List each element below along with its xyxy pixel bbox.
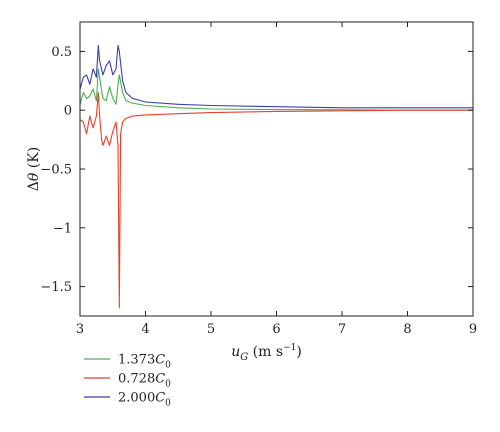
x-tick-label: 8 xyxy=(403,322,411,337)
x-tick-label: 3 xyxy=(76,322,84,337)
series-layer xyxy=(80,44,473,309)
y-tick-label: −1.5 xyxy=(40,280,72,295)
x-tick-label: 7 xyxy=(338,322,346,337)
legend-label: 2.000C0 xyxy=(118,391,171,409)
x-tick-label: 4 xyxy=(141,322,149,337)
legend-label: 1.373C0 xyxy=(118,353,171,371)
y-axis-label: Δθ (K) xyxy=(26,147,42,191)
series-line-2 xyxy=(80,92,473,309)
x-tick-label: 6 xyxy=(272,322,280,337)
x-tick-label: 5 xyxy=(207,322,215,337)
plot-frame xyxy=(79,21,474,317)
legend-item: 1.373C0 xyxy=(84,353,171,371)
series-line-3 xyxy=(80,44,473,109)
y-tick-label: −0.5 xyxy=(40,163,72,178)
legend-label: 0.728C0 xyxy=(118,372,171,390)
x-axis-label: uG (m s−1) xyxy=(231,343,302,363)
y-tick-label: −1 xyxy=(53,221,72,236)
x-tick-label: 9 xyxy=(469,322,477,337)
series-line-1 xyxy=(80,68,473,111)
y-tick-label: 0 xyxy=(64,104,72,119)
ticks-layer: 3 4 5 6 7 8 9 −1.5 −1 −0.5 0 0.5 xyxy=(40,22,477,337)
legend-item: 2.000C0 xyxy=(84,391,171,409)
y-tick-label: 0.5 xyxy=(51,45,72,60)
legend-item: 0.728C0 xyxy=(84,372,171,390)
